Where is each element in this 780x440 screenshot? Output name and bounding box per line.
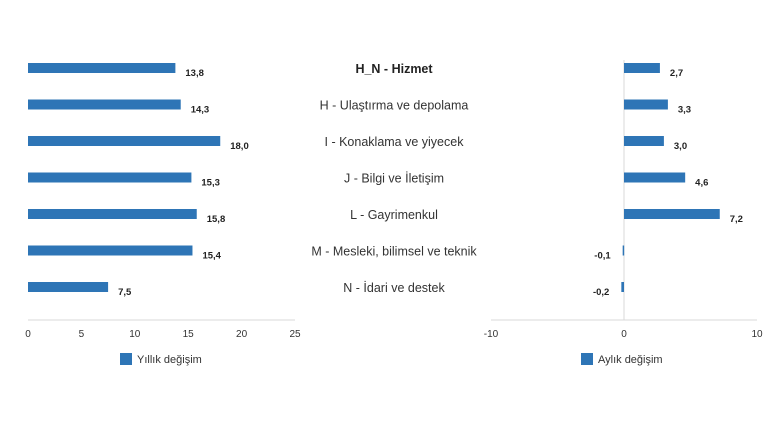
- annual-data-label: 15,4: [202, 251, 221, 262]
- monthly-tick-label: 0: [621, 329, 627, 340]
- monthly-bar: [622, 245, 625, 256]
- annual-data-label: 7,5: [118, 287, 132, 298]
- annual-bar: [28, 136, 221, 146]
- annual-tick-label: 25: [289, 329, 301, 340]
- monthly-tick-label: -10: [484, 329, 499, 340]
- annual-data-label: 15,8: [207, 214, 226, 225]
- category-label: J - Bilgi ve İletişim: [344, 172, 444, 186]
- annual-legend-label: Yıllık değişim: [137, 354, 202, 366]
- annual-tick-label: 15: [183, 329, 195, 340]
- annual-tick-label: 20: [236, 329, 248, 340]
- annual-bar: [28, 282, 109, 292]
- monthly-data-label: -0,1: [594, 251, 611, 262]
- category-label: M - Mesleki, bilimsel ve teknik: [311, 245, 477, 259]
- annual-legend-swatch: [120, 353, 132, 365]
- annual-tick-label: 0: [25, 329, 31, 340]
- monthly-data-label: 3,3: [678, 105, 691, 116]
- annual-data-label: 13,8: [185, 68, 204, 79]
- annual-tick-label: 5: [79, 329, 85, 340]
- monthly-legend-swatch: [581, 353, 593, 365]
- monthly-bar: [624, 99, 668, 110]
- monthly-data-label: 4,6: [695, 178, 708, 189]
- annual-bar: [28, 99, 181, 110]
- annual-data-label: 14,3: [191, 105, 210, 116]
- category-label: L - Gayrimenkul: [350, 208, 438, 222]
- monthly-data-label: 3,0: [674, 141, 687, 152]
- annual-bar: [28, 172, 192, 183]
- category-label: H - Ulaştırma ve depolama: [320, 99, 469, 113]
- annual-data-label: 15,3: [201, 178, 220, 189]
- monthly-bar: [621, 282, 624, 292]
- annual-bar: [28, 63, 176, 73]
- monthly-tick-label: 10: [751, 329, 763, 340]
- monthly-legend-label: Aylık değişim: [598, 354, 663, 366]
- monthly-change-panel: -10 0 10 2,7 3,3 3,0 4,6 7,2 -0,1 -0,2 Aylık değiş…: [484, 60, 763, 366]
- category-labels: H_N - Hizmet H - Ulaştırma ve depolama I -…: [311, 62, 477, 295]
- monthly-bar: [624, 172, 686, 183]
- monthly-data-label: -0,2: [593, 287, 609, 298]
- annual-bar: [28, 245, 193, 256]
- category-label: N - İdari ve destek: [343, 281, 445, 295]
- annual-bar: [28, 209, 197, 219]
- monthly-bar: [624, 209, 720, 219]
- category-label: H_N - Hizmet: [355, 62, 433, 76]
- annual-data-label: 18,0: [230, 141, 249, 152]
- monthly-bar: [624, 63, 660, 73]
- monthly-data-label: 7,2: [730, 214, 743, 225]
- monthly-data-label: 2,7: [670, 68, 683, 79]
- monthly-bar: [624, 136, 664, 146]
- category-label: I - Konaklama ve yiyecek: [325, 135, 465, 149]
- annual-tick-label: 10: [129, 329, 141, 340]
- annual-change-panel: 0 5 10 15 20 25 13,8 14,3 18,0 15,3 15,8 15,4 7,5 Yıl…: [25, 63, 301, 366]
